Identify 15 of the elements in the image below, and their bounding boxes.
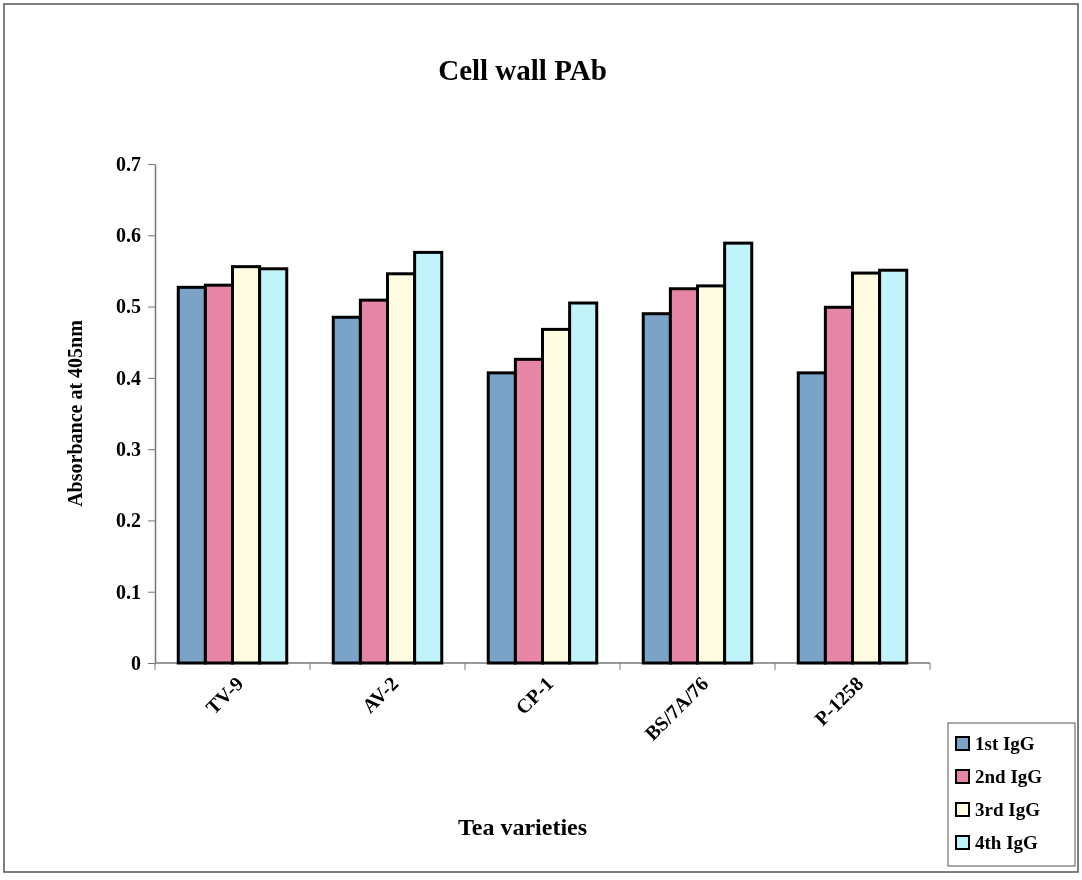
y-axis-title: Absorbance at 405nm xyxy=(64,319,86,507)
legend-label: 4th IgG xyxy=(975,832,1039,853)
y-tick-label: 0.2 xyxy=(116,509,141,532)
chart-title: Cell wall PAb xyxy=(438,54,607,86)
x-axis-title: Tea varieties xyxy=(457,814,588,840)
legend-label: 3rd IgG xyxy=(975,799,1041,820)
legend-label: 1st IgG xyxy=(975,733,1035,754)
y-tick-label: 0.4 xyxy=(116,366,141,389)
y-tick-label: 0.3 xyxy=(116,438,141,461)
y-tick-label: 0.7 xyxy=(116,152,141,175)
y-tick-label: 0.6 xyxy=(116,224,141,247)
y-tick-label: 0.1 xyxy=(116,580,141,603)
y-tick-label: 0 xyxy=(131,651,141,674)
y-tick-label: 0.5 xyxy=(116,295,141,318)
legend-label: 2nd IgG xyxy=(975,766,1043,787)
